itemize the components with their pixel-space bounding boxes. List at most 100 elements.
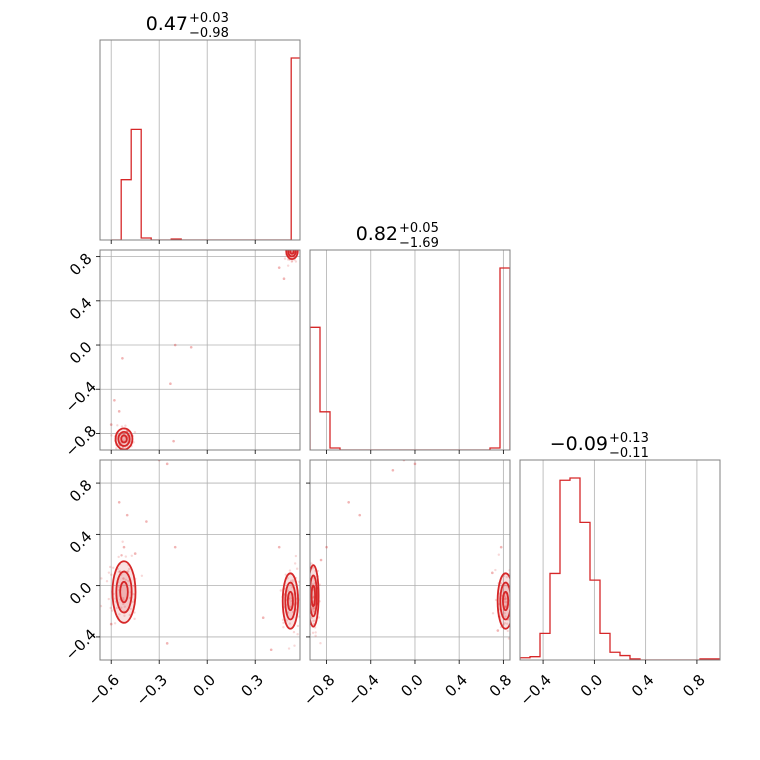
scatter-point	[173, 545, 177, 549]
panel-title-minus: −1.69	[399, 236, 439, 251]
histogram-1	[310, 267, 510, 450]
scatter-point	[497, 553, 501, 556]
panel-title-plus: +0.13	[609, 431, 649, 446]
density-contour	[286, 590, 294, 612]
scatter-point	[505, 575, 509, 579]
y-tick-label: 0.0	[66, 579, 96, 609]
scatter-point	[124, 578, 127, 581]
scatter-point	[172, 439, 175, 443]
scatter-point	[125, 513, 129, 517]
scatter-point	[282, 621, 285, 625]
x-tick-label: 0.4	[441, 671, 471, 701]
scatter-point	[513, 600, 515, 602]
density-contour	[499, 581, 510, 621]
scatter-point	[292, 630, 296, 634]
scatter-point	[358, 513, 362, 517]
scatter-point	[289, 246, 291, 248]
scatter-point	[292, 245, 294, 247]
scatter-point	[110, 573, 113, 576]
scatter-point	[109, 423, 113, 426]
scatter-point	[108, 565, 112, 569]
density-contour	[117, 430, 131, 447]
scatter-point	[290, 579, 293, 582]
scatter-point	[503, 595, 507, 599]
panel-title-value: −0.09	[550, 433, 608, 455]
scatter-point	[289, 245, 291, 247]
x-tick-label: −0.4	[344, 671, 382, 709]
scatter-point	[301, 647, 303, 649]
density-contour	[310, 584, 316, 608]
scatter-point	[121, 540, 124, 543]
scatter-point	[494, 598, 498, 602]
scatter-point	[286, 258, 290, 261]
x-tick-label: −0.3	[133, 671, 171, 709]
scatter-point	[173, 343, 177, 347]
scatter-point	[510, 611, 512, 613]
scatter-point	[115, 447, 118, 450]
scatter-point	[121, 446, 124, 449]
scatter-point	[515, 597, 517, 599]
scatter-point	[305, 625, 307, 627]
scatter-point	[314, 631, 317, 634]
panel-frame	[519, 459, 721, 661]
scatter-point	[494, 568, 497, 572]
scatter-point	[123, 614, 126, 617]
scatter-point	[129, 607, 132, 610]
panel-title-value: 0.47	[146, 13, 188, 35]
x-tick-label: 0.3	[238, 671, 268, 701]
y-tick-label: 0.4	[66, 527, 96, 557]
scatter-point	[504, 615, 507, 618]
scatter-point	[128, 451, 130, 453]
y-tick-label: 0.0	[66, 338, 96, 368]
y-tick-label: −0.8	[62, 422, 100, 460]
x-tick-label: −0.4	[517, 671, 555, 709]
scatter-point	[305, 625, 307, 627]
scatter-point	[311, 610, 314, 613]
scatter-point	[117, 570, 121, 574]
scatter-point	[130, 554, 134, 557]
scatter-point	[507, 637, 510, 640]
scatter-point	[294, 554, 298, 558]
scatter-point	[287, 647, 291, 650]
scatter-point	[277, 266, 281, 269]
scatter-point	[116, 424, 119, 427]
scatter-point	[293, 644, 296, 647]
scatter-point	[512, 620, 514, 622]
scatter-point	[165, 642, 169, 645]
scatter-point	[289, 241, 291, 243]
scatter-point	[282, 277, 286, 281]
scatter-point	[289, 243, 291, 245]
scatter-point	[127, 579, 130, 583]
scatter-point	[121, 597, 125, 600]
scatter-point	[133, 552, 137, 555]
scatter-point	[503, 612, 506, 615]
scatter-point	[301, 626, 303, 628]
scatter-point	[133, 430, 137, 434]
scatter-point	[133, 611, 136, 614]
scatter-point	[107, 597, 110, 601]
scatter-point	[312, 619, 315, 622]
scatter-point	[126, 452, 128, 454]
scatter-point	[294, 242, 296, 244]
x-tick-label: 0.0	[577, 671, 607, 701]
scatter-point	[293, 244, 295, 246]
scatter-point	[292, 243, 294, 245]
scatter-point	[312, 607, 316, 610]
scatter-point	[314, 634, 317, 638]
y-tick-label: −0.4	[62, 625, 100, 663]
scatter-point	[302, 571, 304, 573]
scatter-point	[294, 245, 296, 247]
scatter-point	[307, 578, 309, 580]
scatter-point	[296, 632, 299, 636]
scatter-point	[303, 572, 305, 574]
scatter-point	[120, 554, 123, 557]
scatter-point	[127, 567, 131, 571]
scatter-point	[120, 425, 124, 428]
scatter-point	[491, 612, 495, 615]
x-tick-label: 0.0	[397, 671, 427, 701]
scatter-point	[504, 606, 507, 609]
scatter-point	[115, 606, 118, 610]
scatter-point	[111, 566, 115, 569]
density-contour	[284, 581, 297, 621]
scatter-point	[319, 642, 322, 645]
